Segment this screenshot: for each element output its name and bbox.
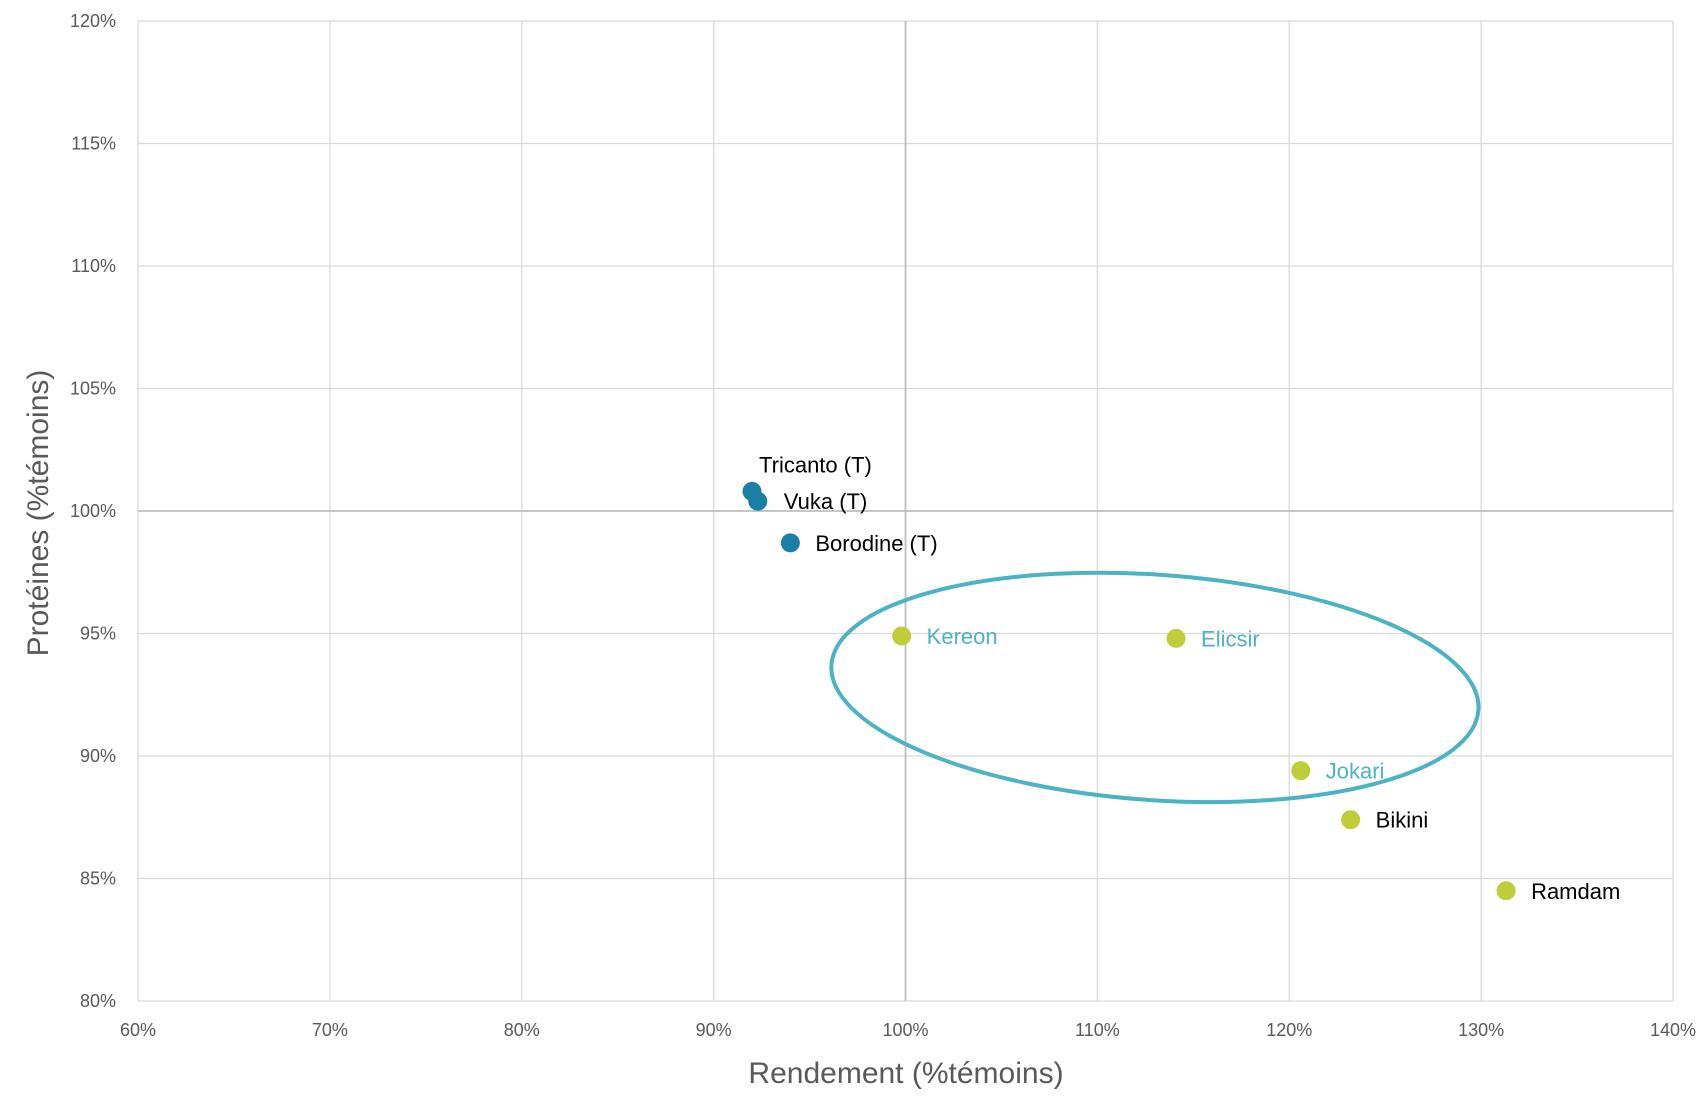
data-point bbox=[748, 491, 768, 511]
y-tick-label: 115% bbox=[71, 134, 116, 154]
data-point bbox=[1496, 881, 1516, 901]
point-label: Vuka (T) bbox=[784, 489, 868, 514]
point-label: Jokari bbox=[1326, 759, 1385, 784]
y-tick-label: 85% bbox=[80, 869, 116, 889]
point-labels: Tricanto (T) Vuka (T) Borodine (T) Kereon El… bbox=[759, 452, 1620, 903]
y-tick-label: 80% bbox=[80, 991, 116, 1011]
data-point bbox=[892, 626, 912, 646]
data-point bbox=[1341, 810, 1361, 830]
point-label: Bikini bbox=[1376, 808, 1429, 833]
y-tick-label: 110% bbox=[71, 256, 116, 276]
data-point bbox=[780, 533, 800, 553]
point-label: Borodine (T) bbox=[815, 531, 937, 556]
data-point bbox=[1291, 761, 1311, 781]
x-axis-title: Rendement (%témoins) bbox=[748, 1057, 1063, 1090]
highlight-ellipse-group bbox=[829, 570, 1481, 805]
point-label: Ramdam bbox=[1531, 879, 1620, 904]
data-point bbox=[1166, 628, 1186, 648]
x-tick-label: 60% bbox=[120, 1020, 156, 1040]
y-tick-label: 90% bbox=[80, 746, 116, 766]
point-label: Elicsir bbox=[1201, 626, 1260, 651]
point-label: Kereon bbox=[927, 624, 998, 649]
y-tick-label: 95% bbox=[80, 624, 116, 644]
x-tick-label: 80% bbox=[504, 1020, 540, 1040]
y-tick-label: 120% bbox=[70, 11, 116, 31]
x-tick-label: 110% bbox=[1075, 1020, 1120, 1040]
x-tick-label: 90% bbox=[696, 1020, 732, 1040]
tick-labels: 60% 70% 80% 90% 100% 110% 120% 130% 140% 80% 85% 90… bbox=[70, 11, 1696, 1040]
reference-lines bbox=[138, 21, 1673, 1001]
x-tick-label: 140% bbox=[1650, 1020, 1696, 1040]
y-tick-label: 100% bbox=[70, 501, 116, 521]
point-label: Tricanto (T) bbox=[759, 452, 872, 477]
x-tick-label: 130% bbox=[1458, 1020, 1504, 1040]
y-tick-label: 105% bbox=[70, 379, 116, 399]
data-points bbox=[742, 481, 1516, 901]
y-axis-title: Protéines (%témoins) bbox=[22, 370, 55, 657]
x-tick-label: 120% bbox=[1266, 1020, 1312, 1040]
highlight-ellipse bbox=[829, 570, 1481, 805]
x-tick-label: 100% bbox=[882, 1020, 928, 1040]
x-tick-label: 70% bbox=[312, 1020, 348, 1040]
